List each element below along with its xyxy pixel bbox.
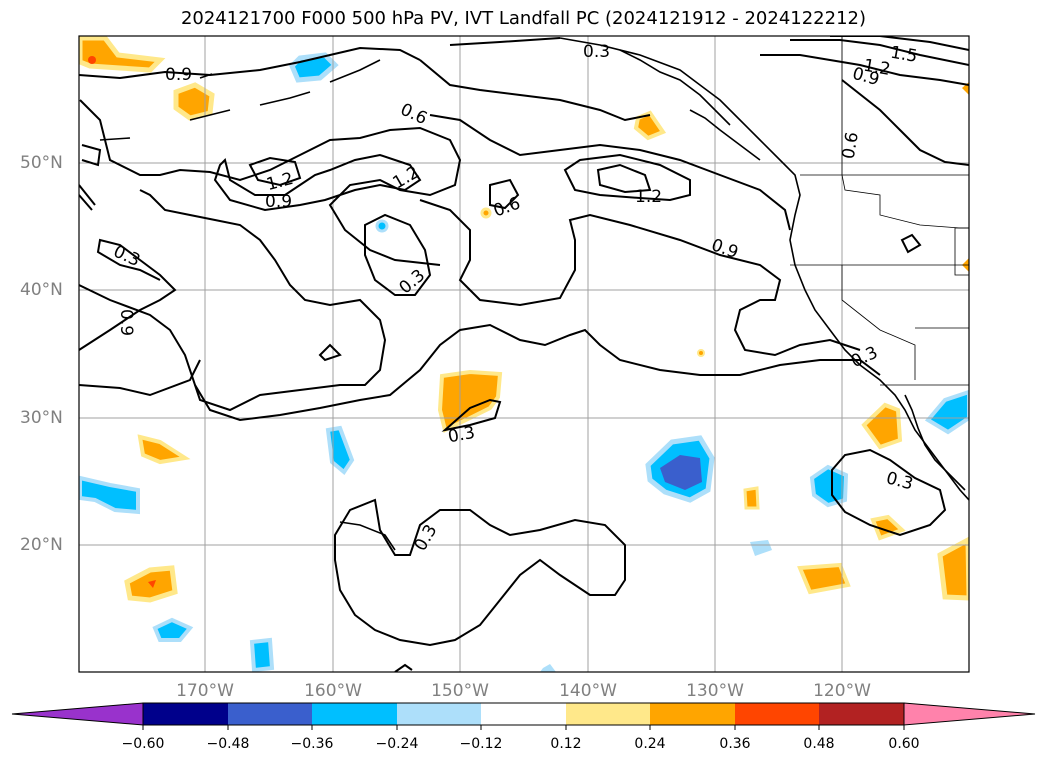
- colorbar-segment: [735, 703, 819, 725]
- colorbar-tick-label: 0.24: [634, 736, 666, 752]
- negative-anomaly: [152, 617, 194, 642]
- pv-contour-label: 0.6: [839, 130, 863, 160]
- colorbar-segment: [819, 703, 904, 725]
- positive-anomaly: [861, 402, 903, 450]
- pv-contour-label: 1.2: [635, 187, 662, 207]
- pv-contours: [79, 36, 969, 672]
- lon-label: 160°W: [304, 681, 362, 701]
- colorbar-frame: [142, 702, 905, 726]
- positive-anomaly: [173, 82, 215, 121]
- colorbar-tick-label: 0.60: [888, 736, 920, 752]
- lat-label: 40°N: [20, 280, 63, 300]
- colorbar-segment: [228, 703, 312, 725]
- lon-label: 130°W: [686, 681, 744, 701]
- colorbar: [11, 702, 1036, 730]
- positive-anomaly: [797, 562, 851, 595]
- colorbar-tick-label: −0.36: [290, 736, 334, 752]
- lon-label: 170°W: [176, 681, 234, 701]
- colorbar-tick-label: 0.48: [803, 736, 835, 752]
- colorbar-segment: [566, 703, 650, 725]
- positive-anomaly: [633, 110, 667, 141]
- colorbar-tick-label: 0.12: [550, 736, 582, 752]
- negative-anomaly: [540, 664, 556, 672]
- positive-anomaly: [870, 514, 906, 541]
- map-title: 2024121700 F000 500 hPa PV, IVT Landfall…: [180, 8, 867, 29]
- lon-label: 140°W: [559, 681, 617, 701]
- positive-anomaly: [137, 434, 191, 465]
- negative-anomaly: [924, 389, 969, 435]
- colorbar-tick-label: −0.24: [375, 736, 419, 752]
- graticule: [79, 36, 969, 672]
- borders: [790, 36, 969, 386]
- map-frame: [78, 35, 970, 673]
- lat-label: 20°N: [20, 535, 63, 555]
- negative-anomaly: [375, 219, 389, 233]
- positive-anomaly: [480, 207, 492, 219]
- colorbar-tick-label: 0.36: [719, 736, 751, 752]
- colorbar-segment: [143, 703, 228, 725]
- pv-contour-label: 0.9: [265, 192, 292, 212]
- positive-anomaly-core: [148, 580, 156, 588]
- pc-anomaly-fills: [79, 36, 969, 672]
- negative-anomaly-core: [660, 455, 702, 490]
- positive-anomaly: [79, 36, 166, 73]
- pv-contour-label: 1.5: [889, 43, 919, 67]
- negative-anomaly: [750, 540, 772, 556]
- colorbar-segment: [397, 703, 481, 725]
- positive-anomaly-core: [88, 56, 96, 64]
- colorbar-segment: [481, 703, 566, 725]
- colorbar-segment: [312, 703, 397, 725]
- lon-label: 120°W: [813, 681, 871, 701]
- negative-anomaly: [325, 425, 355, 475]
- lat-label: 50°N: [20, 153, 63, 173]
- pv-contour-label: 1.2: [862, 56, 892, 80]
- positive-anomaly: [697, 349, 705, 357]
- colorbar-segment: [650, 703, 735, 725]
- negative-anomaly: [249, 637, 275, 672]
- pv-contour-label: 0.9: [165, 65, 192, 85]
- positive-anomaly: [743, 486, 760, 510]
- colorbar-extend-low: [11, 702, 144, 726]
- lat-label: 30°N: [20, 408, 63, 428]
- pv-contour-label: 0.9: [116, 309, 136, 336]
- lon-label: 150°W: [431, 681, 489, 701]
- negative-anomaly: [79, 475, 140, 515]
- colorbar-tick-label: −0.48: [206, 736, 250, 752]
- colorbar-tick-label: −0.60: [121, 736, 165, 752]
- colorbar-extend-high: [903, 702, 1036, 726]
- pv-contour-label: 0.3: [446, 423, 476, 447]
- positive-anomaly: [437, 369, 503, 433]
- negative-anomaly: [809, 464, 849, 508]
- colorbar-tick-label: −0.12: [459, 736, 503, 752]
- pv-contour-label: 0.3: [583, 42, 610, 62]
